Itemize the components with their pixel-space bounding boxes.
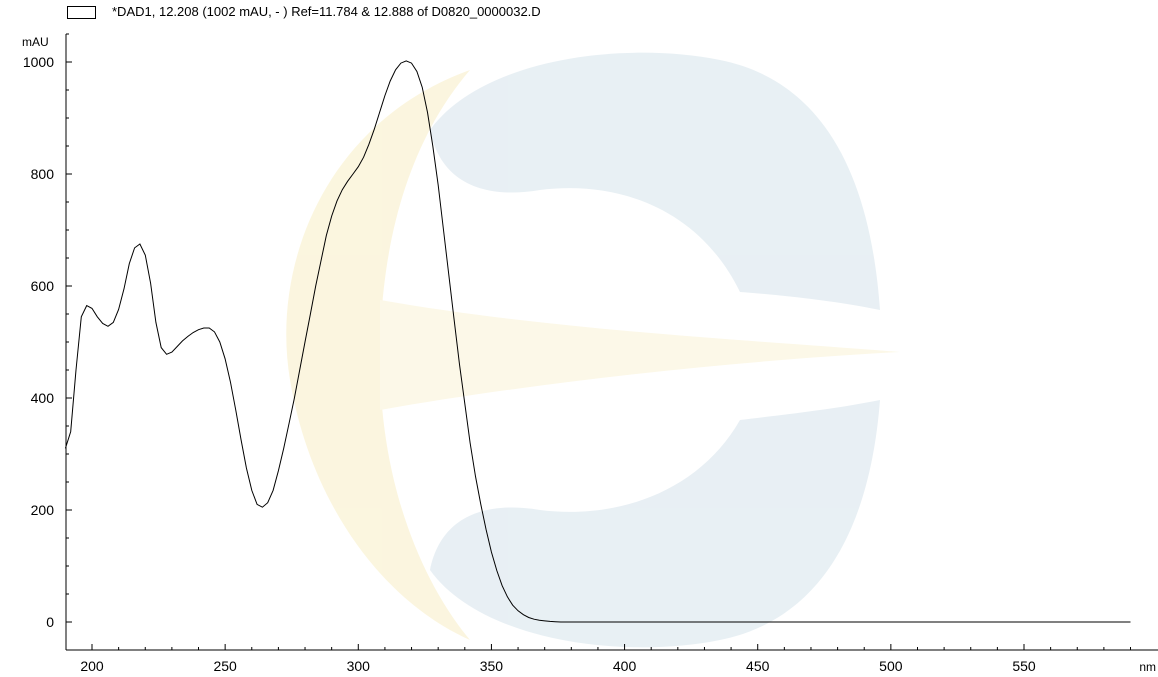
y-axis-unit-label: mAU <box>22 35 49 49</box>
y-tick-label: 1000 <box>23 54 54 70</box>
legend-label: *DAD1, 12.208 (1002 mAU, - ) Ref=11.784 … <box>112 4 541 19</box>
x-tick-label: 200 <box>80 658 104 674</box>
x-tick-label: 400 <box>613 658 637 674</box>
x-tick-label: 350 <box>480 658 504 674</box>
series-line-0 <box>64 60 1131 623</box>
x-tick-label: 450 <box>746 658 770 674</box>
x-tick-label: 500 <box>879 658 903 674</box>
watermark-logo <box>286 52 900 648</box>
y-tick-label: 800 <box>31 166 55 182</box>
y-tick-label: 200 <box>31 502 55 518</box>
x-tick-label: 300 <box>347 658 371 674</box>
y-tick-label: 400 <box>31 390 55 406</box>
x-tick-label: 550 <box>1012 658 1036 674</box>
y-tick-label: 0 <box>46 614 54 630</box>
y-tick-label: 600 <box>31 278 55 294</box>
legend-swatch <box>67 6 96 19</box>
x-axis-unit-label: nm <box>1139 660 1156 674</box>
x-tick-label: 250 <box>213 658 237 674</box>
